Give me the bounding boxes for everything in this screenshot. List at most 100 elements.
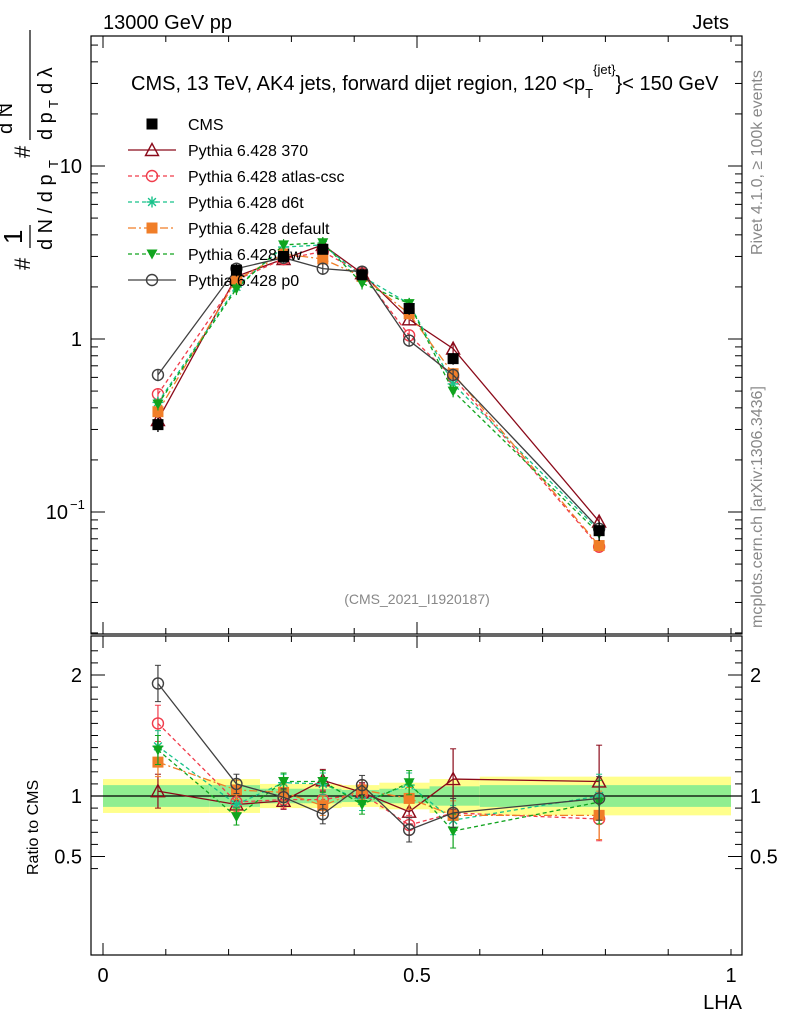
legend-entry: Pythia 6.428 d6t [128, 195, 304, 212]
series-point [446, 368, 460, 382]
ratio-point [230, 812, 242, 823]
legend-label: Pythia 6.428 370 [188, 143, 308, 160]
y-tick-label: 10 [60, 156, 82, 178]
ratio-point [402, 823, 416, 837]
legend-marker [144, 142, 160, 157]
ratio-point [152, 745, 164, 756]
ratio-series-1 [151, 704, 606, 842]
legend-label: Pythia 6.428 dw [188, 247, 302, 264]
series-point [402, 334, 416, 347]
ratio-line [157, 722, 600, 826]
y-tick-label-exponent: −1 [70, 497, 85, 512]
series-1 [151, 245, 606, 553]
y-axis-label-main: # 1 d N / d p T # d N 2 d p T d λ [0, 30, 61, 270]
legend-entry: Pythia 6.428 dw [128, 247, 302, 264]
series-point [593, 540, 605, 552]
rivet-version-label: Rivet 4.1.0, ≥ 100k events [749, 70, 766, 255]
cms-point [278, 250, 290, 262]
ratio-point [447, 826, 459, 837]
x-tick-label: 1 [725, 965, 736, 987]
legend-entry: Pythia 6.428 atlas-csc [128, 169, 345, 186]
x-tick-label: 0.5 [403, 965, 431, 987]
ratio-y-tick-label-right: 2 [750, 665, 761, 687]
ratio-point [356, 799, 368, 810]
ratio-point [316, 807, 329, 821]
x-tick-label: 0 [97, 965, 108, 987]
ratio-point [592, 792, 606, 805]
legend-entry: Pythia 6.428 default [128, 221, 330, 238]
legend-entry: Pythia 6.428 370 [128, 142, 308, 160]
legend-entry: Pythia 6.428 p0 [128, 273, 299, 290]
ratio-y-tick-label-left: 1 [71, 786, 82, 808]
chart-title-main: CMS, 13 TeV, AK4 jets, forward dijet reg… [131, 73, 585, 95]
ratio-point [445, 771, 461, 786]
chart-title-sub: T [585, 86, 593, 101]
series-3 [152, 248, 605, 552]
series-line [157, 244, 600, 532]
analysis-id: (CMS_2021_I1920187) [344, 591, 490, 607]
ratio-y-tick-label-left: 2 [71, 665, 82, 687]
chart-title: CMS, 13 TeV, AK4 jets, forward dijet reg… [131, 62, 719, 101]
legend-marker [145, 169, 159, 183]
svg-text:d N / d p: d N / d p [35, 174, 57, 250]
ratio-line [157, 761, 600, 817]
series-point [230, 284, 242, 295]
series-point [152, 406, 164, 418]
legend-label: Pythia 6.428 p0 [188, 273, 299, 290]
mcplots-label: mcplots.cern.ch [arXiv:1306.3436] [749, 386, 766, 628]
legend-marker [146, 196, 158, 208]
cms-data [152, 243, 605, 541]
ratio-point [277, 791, 290, 804]
ratio-y-tick-label-right: 1 [750, 786, 761, 808]
svg-text:T: T [46, 100, 61, 108]
svg-text:#: # [10, 145, 35, 158]
y-tick-label: 10 [46, 502, 68, 524]
ratio-point [278, 776, 290, 787]
legend-marker [146, 222, 158, 234]
legend-label: Pythia 6.428 d6t [188, 195, 304, 212]
cms-point [593, 525, 605, 537]
series-point [151, 368, 165, 382]
legend-marker [146, 249, 158, 260]
legend-entry-cms: CMS [146, 117, 224, 134]
cms-point [356, 269, 368, 281]
ratio-point [403, 792, 415, 804]
svg-text:d λ: d λ [35, 67, 57, 94]
cms-point [317, 243, 329, 255]
y-axis-label-ratio: Ratio to CMS [25, 780, 42, 875]
series-line [157, 244, 600, 523]
cms-point [403, 303, 415, 315]
series-point [230, 274, 242, 286]
chart-title-sup: {jet} [593, 62, 616, 77]
series-line [157, 250, 600, 548]
series-line [157, 242, 600, 535]
cms-point [447, 353, 459, 365]
series-point [278, 240, 290, 251]
ratio-series-5 [151, 664, 606, 843]
header-left: 13000 GeV pp [103, 12, 232, 34]
ratio-point [151, 677, 165, 690]
series-point [356, 278, 368, 289]
legend-marker [145, 273, 159, 287]
series-point [447, 386, 459, 397]
ratio-line [157, 683, 600, 831]
cms-point [230, 264, 242, 276]
legend-label: Pythia 6.428 atlas-csc [188, 169, 345, 186]
svg-text:#: # [10, 257, 35, 270]
series-point [317, 238, 329, 249]
ratio-point [151, 717, 165, 730]
series-line [157, 257, 600, 530]
ratio-line [157, 749, 600, 832]
svg-text:1: 1 [0, 230, 28, 244]
legend-label: Pythia 6.428 default [188, 221, 330, 238]
series-point [317, 253, 329, 265]
x-axis-label: LHA [703, 992, 743, 1014]
ratio-point [403, 778, 415, 789]
series-point [152, 399, 164, 410]
header-right: Jets [692, 12, 729, 34]
ratio-point [230, 777, 243, 791]
svg-text:d N: d N [0, 103, 17, 134]
ratio-point [446, 806, 460, 820]
cms-point [152, 419, 164, 431]
